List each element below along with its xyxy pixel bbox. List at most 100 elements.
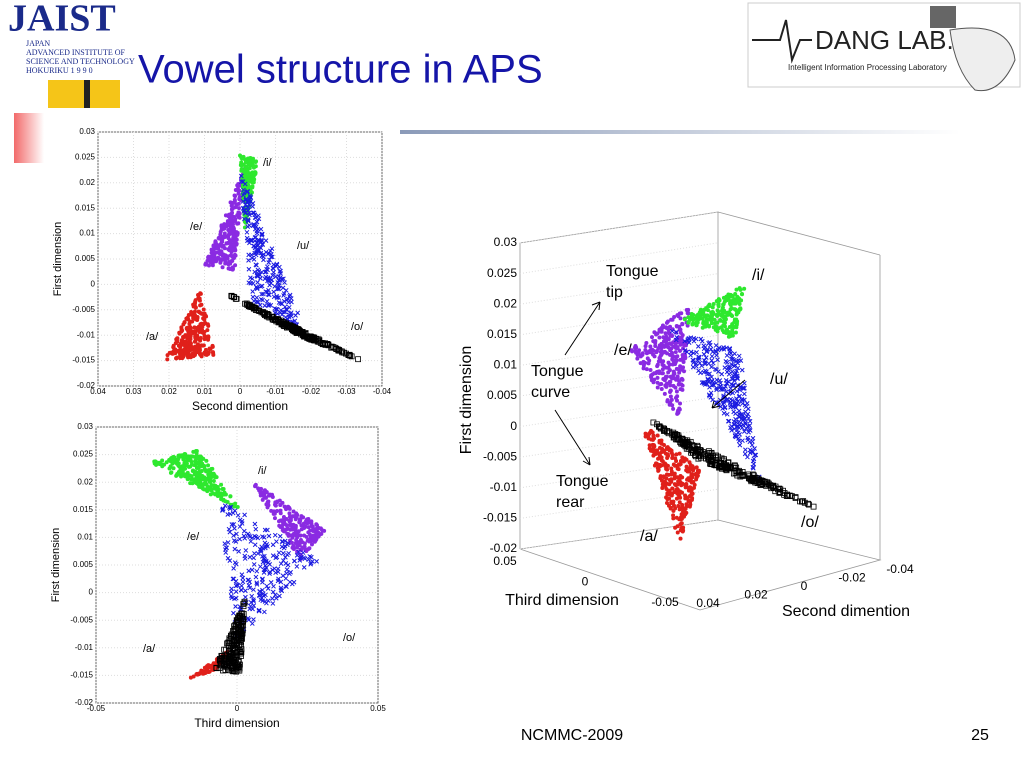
scatter-point <box>193 305 198 310</box>
scatter-point <box>275 311 280 317</box>
scatter-point <box>676 382 681 387</box>
scatter-point <box>226 526 232 532</box>
scatter-point <box>201 671 206 676</box>
scatter-point <box>288 518 293 523</box>
scatter-point <box>229 254 234 259</box>
scatter-point <box>246 280 252 286</box>
scatter-point <box>646 361 651 366</box>
scatter-point <box>743 447 748 453</box>
scatter-point <box>288 296 294 301</box>
logo-line: HOKURIKU 1 9 9 0 <box>26 66 93 75</box>
scatter-point <box>280 285 286 291</box>
scatter-point <box>311 528 316 533</box>
scatter-point <box>176 343 181 348</box>
scatter-point <box>727 324 732 329</box>
scatter-point <box>228 218 233 223</box>
scatter-point <box>180 338 185 343</box>
scatter-point <box>275 578 281 584</box>
scatter-point <box>239 179 244 184</box>
scatter-point <box>705 313 710 318</box>
scatter-point <box>688 502 693 507</box>
scatter-point <box>689 314 694 319</box>
z-tick-label: -0.05 <box>651 595 679 609</box>
x-tick-label: 0.02 <box>744 588 768 602</box>
y-tick-label: 0.02 <box>494 296 518 310</box>
scatter-point <box>678 474 683 479</box>
scatter-point <box>175 355 180 360</box>
scatter-point <box>677 407 682 412</box>
scatter-point <box>355 356 361 363</box>
scatter-point <box>747 439 753 445</box>
scatter-point <box>248 177 253 182</box>
scatter-point <box>640 351 645 356</box>
scatter-point <box>679 335 684 340</box>
scatter-point <box>272 511 277 516</box>
cluster-label: /i/ <box>752 267 765 284</box>
scatter-point <box>253 224 259 230</box>
scatter-point <box>260 309 267 316</box>
scatter-point <box>681 506 686 511</box>
scatter-point <box>316 533 321 538</box>
scatter-point <box>656 359 661 364</box>
scatter-point <box>249 255 255 261</box>
scatter-point <box>674 487 679 492</box>
scatter-point <box>189 312 194 317</box>
scatter-point <box>734 321 739 326</box>
scatter-point <box>220 487 225 492</box>
scatter-point <box>292 523 297 528</box>
scatter-point <box>192 325 197 330</box>
scatter-point <box>258 284 264 289</box>
scatter-point <box>734 287 739 292</box>
scatter-point <box>233 263 238 268</box>
scatter-point <box>195 342 200 347</box>
scatter-point <box>253 482 258 487</box>
scatter-point <box>273 263 279 269</box>
scatter-point <box>680 455 685 460</box>
scatter-point <box>319 531 324 536</box>
scatter-point <box>213 250 218 255</box>
scatter-point <box>229 595 235 601</box>
scatter-point <box>205 322 210 327</box>
scatter-point <box>222 234 227 239</box>
scatter-point <box>705 308 710 313</box>
scatter-point <box>301 333 308 340</box>
scatter-point <box>306 525 311 530</box>
scatter-point <box>726 329 731 334</box>
logo-frame <box>747 2 1021 88</box>
scatter-point <box>205 468 210 473</box>
scatter-point <box>270 273 275 278</box>
scatter-point <box>246 266 252 272</box>
scatter-point <box>248 304 255 310</box>
scatter-point <box>745 454 750 460</box>
logo-line: JAPAN <box>26 39 50 48</box>
scatter-point <box>729 313 734 318</box>
y-axis-label: First dimension <box>458 346 475 454</box>
scatter-point <box>192 339 197 344</box>
scatter-point <box>733 301 738 306</box>
x-tick-label: 0.02 <box>161 387 177 396</box>
scatter-point <box>269 277 275 283</box>
x-tick-label: 0 <box>238 387 243 396</box>
scatter-point <box>208 479 213 484</box>
logo-right: DANG LAB. <box>815 25 954 55</box>
scatter-point <box>230 210 235 215</box>
y-tick-label: 0.015 <box>75 203 96 212</box>
x-tick-label: 0.01 <box>197 387 213 396</box>
scatter-point <box>685 496 690 501</box>
y-tick-label: 0.005 <box>487 388 517 402</box>
scatter-point <box>230 222 235 227</box>
scatter-point <box>677 451 682 456</box>
scatter-point <box>680 321 685 326</box>
scatter-point <box>266 493 271 498</box>
scatter-point <box>272 516 277 521</box>
arrow <box>554 409 591 466</box>
scatter-point <box>691 485 696 490</box>
scatter-point <box>677 311 682 316</box>
scatter-point <box>246 583 252 588</box>
scatter-point <box>676 467 681 472</box>
scatter-point <box>199 354 204 359</box>
scatter-point <box>250 276 255 282</box>
scatter-point <box>280 519 285 524</box>
scatter-point <box>271 289 277 295</box>
